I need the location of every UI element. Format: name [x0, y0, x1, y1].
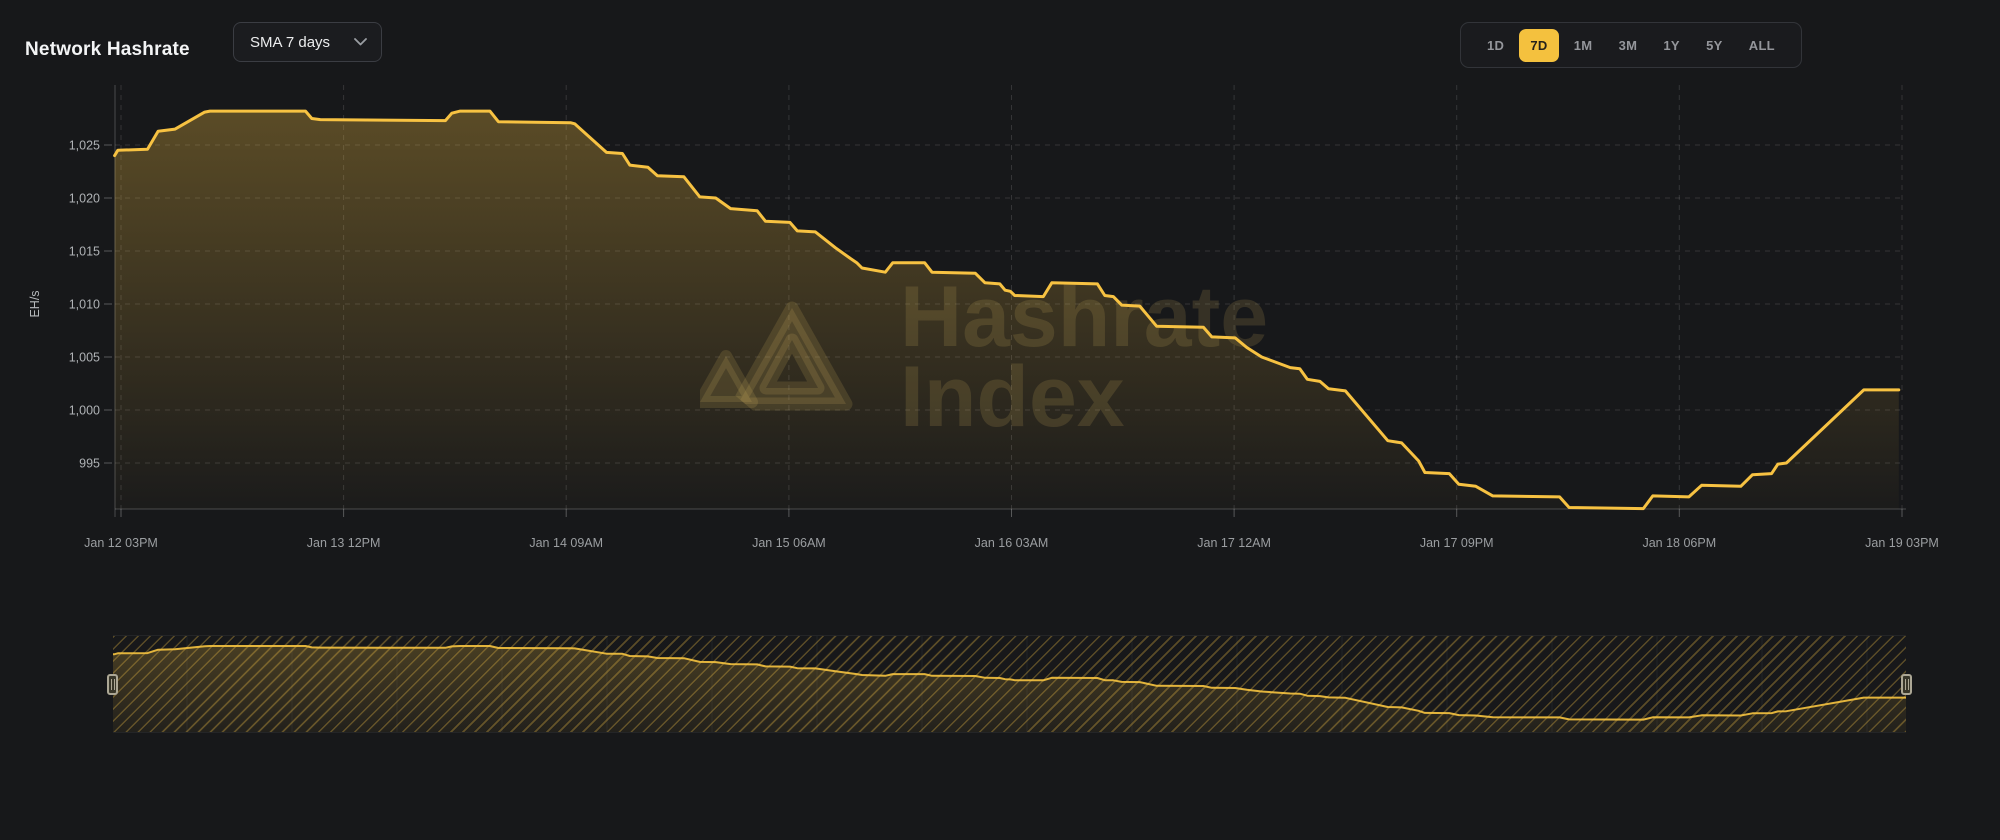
x-tick-label: Jan 13 12PM — [307, 536, 381, 550]
navigator-right-handle[interactable] — [1901, 674, 1912, 695]
x-tick-label: Jan 12 03PM — [84, 536, 158, 550]
navigator-chart — [113, 636, 1906, 732]
y-tick-label: 1,010 — [69, 298, 100, 312]
range-button-5y[interactable]: 5Y — [1695, 29, 1734, 62]
range-selector: 1D 7D 1M 3M 1Y 5Y ALL — [1460, 22, 1802, 68]
main-chart: 995 1,000 1,005 1,010 1,015 1,020 1,025 Jan 12 … — [69, 85, 1939, 550]
sma-dropdown-label: SMA 7 days — [250, 33, 331, 51]
handle-grip-icon — [1904, 679, 1909, 690]
navigator-line — [113, 645, 1906, 721]
x-tick-label: Jan 16 03AM — [975, 536, 1049, 550]
navigator-area — [113, 646, 1906, 732]
x-tick-label: Jan 17 12AM — [1197, 536, 1271, 550]
x-tick-label: Jan 18 06PM — [1642, 536, 1716, 550]
range-button-3m[interactable]: 3M — [1608, 29, 1649, 62]
x-tick-label: Jan 15 06AM — [752, 536, 826, 550]
series-line — [113, 109, 1901, 511]
y-axis-title: EH/s — [28, 290, 42, 318]
y-tick-label: 1,020 — [69, 192, 100, 206]
y-tick-label: 995 — [79, 457, 100, 471]
y-tick-label: 1,015 — [69, 245, 100, 259]
x-tick-label: Jan 19 03PM — [1865, 536, 1939, 550]
y-tick-label: 1,005 — [69, 351, 100, 365]
navigator-left-handle[interactable] — [107, 674, 118, 695]
series-area — [114, 111, 1899, 509]
chevron-down-icon — [354, 38, 367, 46]
main-series-line-layer — [113, 109, 1901, 511]
navigator[interactable] — [107, 635, 1912, 733]
handle-grip-icon — [110, 679, 115, 690]
x-tick-label: Jan 17 09PM — [1420, 536, 1494, 550]
sma-dropdown[interactable]: SMA 7 days — [233, 22, 382, 62]
watermark-line1: Hashrate — [900, 269, 1269, 365]
range-button-1y[interactable]: 1Y — [1652, 29, 1691, 62]
y-tick-label: 1,025 — [69, 139, 100, 153]
range-button-1d[interactable]: 1D — [1476, 29, 1515, 62]
y-tick-label: 1,000 — [69, 404, 100, 418]
x-tick-label: Jan 14 09AM — [529, 536, 603, 550]
hashrate-index-logo-icon — [700, 301, 853, 411]
range-button-1m[interactable]: 1M — [1563, 29, 1604, 62]
range-button-7d[interactable]: 7D — [1519, 28, 1559, 62]
range-button-all[interactable]: ALL — [1738, 29, 1786, 62]
page-title: Network Hashrate — [25, 38, 190, 60]
watermark-text: Hashrate Index — [900, 269, 1269, 445]
watermark: Hashrate Index — [700, 269, 1269, 445]
watermark-line2: Index — [900, 348, 1125, 445]
